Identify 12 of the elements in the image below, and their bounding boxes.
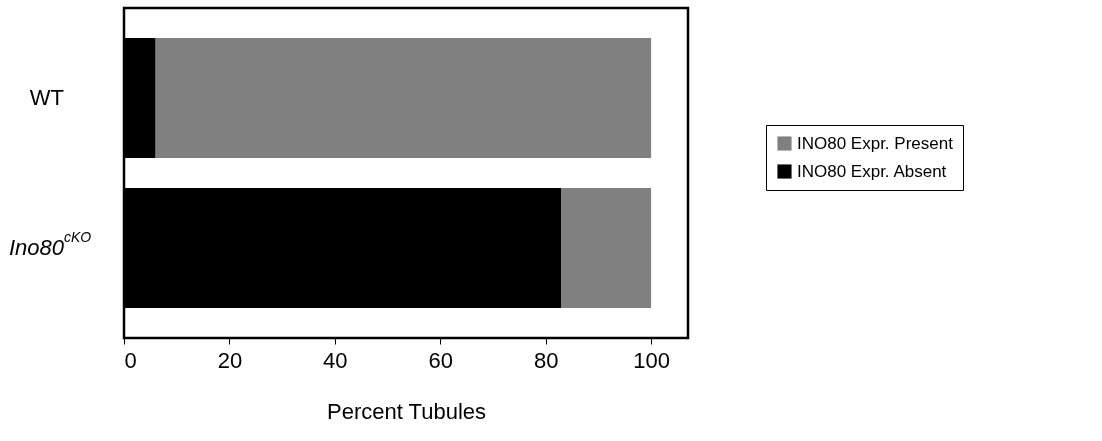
x-tick-label: 80	[533, 347, 559, 373]
legend-label: INO80 Expr. Present	[797, 133, 954, 153]
x-tick-label: 60	[428, 347, 453, 373]
legend-label: INO80 Expr. Absent	[797, 161, 947, 181]
x-axis-title: Percent Tubules	[327, 398, 486, 424]
x-tick-label: 100	[633, 347, 670, 373]
x-tick-label: 0	[124, 347, 137, 373]
bar	[561, 188, 652, 308]
x-tick-label: 20	[217, 347, 243, 373]
y-tick-label: WT	[29, 85, 64, 110]
x-tick-label: 40	[323, 347, 348, 373]
bar	[155, 38, 652, 158]
